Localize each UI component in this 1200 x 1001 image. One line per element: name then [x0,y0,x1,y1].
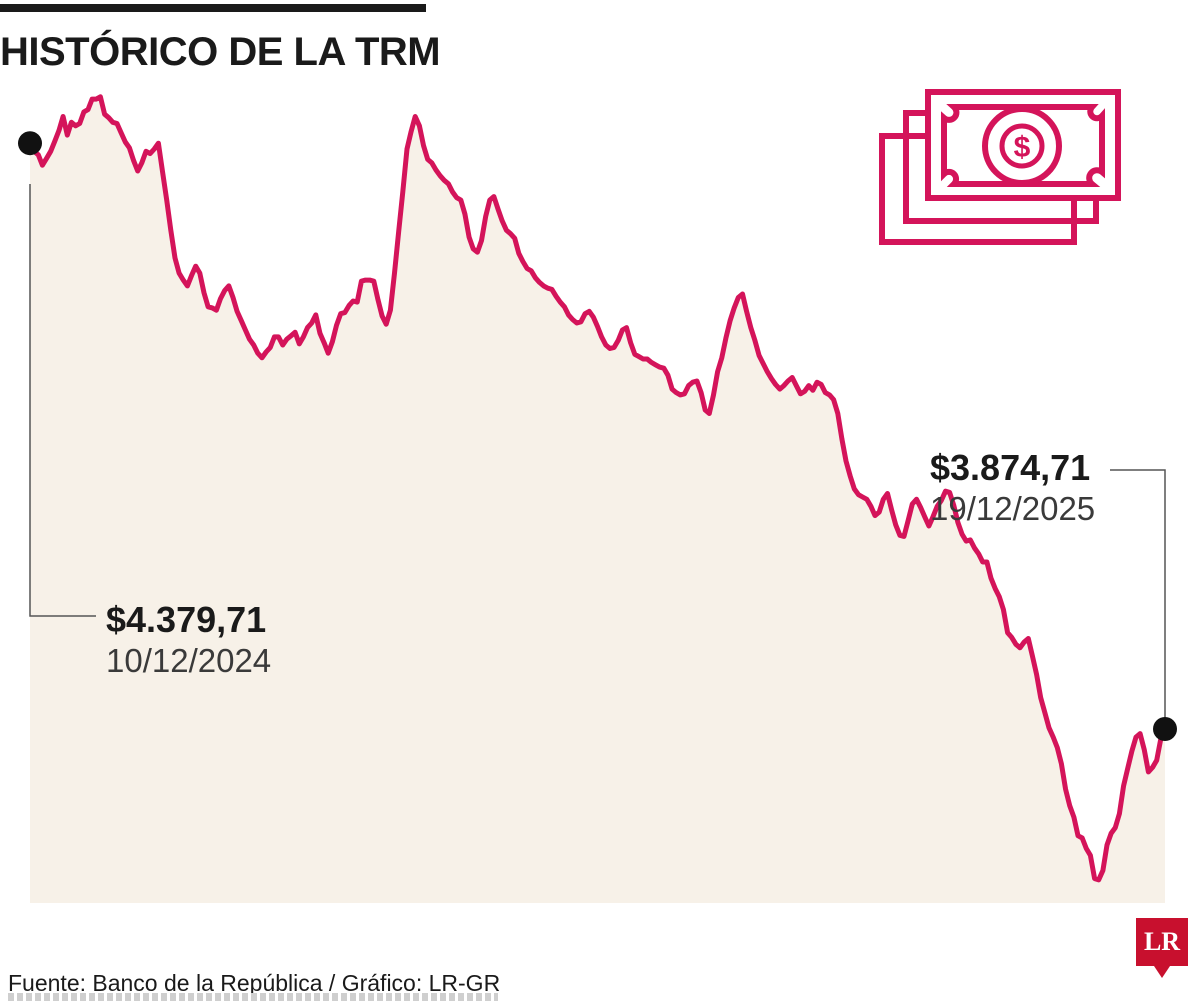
series-line [27,94,1168,883]
end-date: 19/12/2025 [930,490,1096,527]
start-date: 10/12/2024 [106,642,272,679]
coin-circle [982,106,1062,186]
start-marker [18,131,42,156]
coin-inner-circle [999,123,1045,169]
end-value: $3.874,71 [930,447,1091,488]
source-note: Fuente: Banco de la República / Gráfico:… [8,970,501,996]
money-bills-icon: $ [879,89,1121,245]
area-fill [30,96,1165,904]
leader-line-start [29,184,96,617]
lr-logo-text: LR [1143,927,1181,956]
end-marker [1153,717,1177,741]
lr-logo: LR [1136,918,1188,978]
end-callout: $3.874,71 19/12/2025 [930,447,1096,527]
dollar-sign: $ [1014,131,1031,164]
start-value: $4.379,71 [106,599,267,640]
chart-title: HISTÓRICO DE LA TRM [0,30,441,74]
start-callout: $4.379,71 10/12/2024 [106,599,272,679]
top-rule [0,4,426,12]
cropped-text-line [8,993,498,1001]
leader-line-end [1110,469,1166,728]
